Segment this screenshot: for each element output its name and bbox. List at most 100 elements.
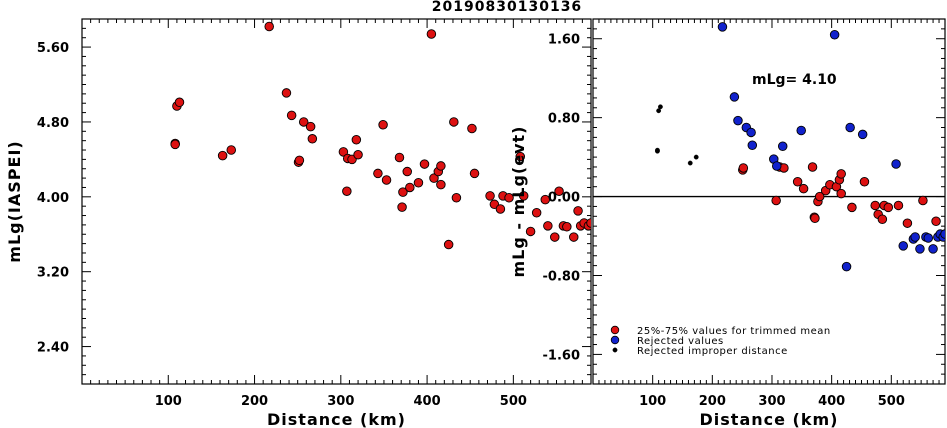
- rejected-point: [857, 129, 868, 140]
- plot-frame: [592, 18, 946, 385]
- rejected-point: [891, 159, 901, 169]
- legend-label: Rejected improper distance: [637, 346, 788, 357]
- data-point: [554, 186, 564, 196]
- rejected-point: [841, 261, 852, 272]
- data-point: [174, 97, 185, 108]
- rejected-point: [772, 161, 782, 171]
- rejected-point: [898, 241, 908, 251]
- data-point: [883, 202, 894, 213]
- data-point: [429, 173, 439, 183]
- legend-marker: [612, 347, 618, 353]
- data-point: [351, 134, 362, 145]
- data-point: [568, 232, 579, 242]
- legend-marker: [610, 325, 620, 335]
- rejected-point: [796, 125, 806, 136]
- x-tick-label: 200: [699, 394, 726, 409]
- improper-distance-point: [693, 154, 699, 160]
- data-point: [814, 191, 825, 202]
- rejected-point: [940, 229, 945, 239]
- data-point: [902, 218, 913, 228]
- data-point: [281, 88, 292, 98]
- x-tick-label: 100: [155, 394, 182, 409]
- rejected-point: [729, 92, 740, 102]
- data-point: [504, 193, 514, 203]
- data-point: [893, 200, 904, 211]
- data-point: [373, 168, 383, 179]
- rejected-point: [915, 244, 925, 254]
- x-tick-label: 100: [639, 394, 666, 409]
- data-point: [397, 202, 407, 212]
- y-tick-label: 2.40: [37, 341, 69, 356]
- data-point: [402, 166, 412, 177]
- y-axis-label: mLg - mLg(evt): [509, 126, 528, 278]
- data-point: [518, 191, 529, 201]
- data-point: [394, 152, 405, 163]
- x-axis-label: Distance (km): [267, 410, 406, 428]
- data-point: [807, 162, 818, 172]
- rejected-point: [733, 115, 743, 126]
- right-panel: 100 200 300 400 500 -1.60 -0.80 0.00 0.80 1.60 Dis…: [509, 18, 946, 428]
- y-tick-label: 4.00: [37, 191, 69, 206]
- data-point: [485, 191, 495, 201]
- x-tick-label: 200: [241, 394, 268, 409]
- data-point: [918, 195, 928, 206]
- data-point: [170, 139, 180, 150]
- data-point: [586, 218, 591, 228]
- data-point: [436, 161, 446, 171]
- data-point: [531, 207, 542, 218]
- markers: [170, 21, 591, 250]
- data-point: [562, 222, 572, 232]
- data-point: [469, 168, 480, 179]
- y-tick-label: 3.20: [37, 266, 69, 281]
- data-point: [573, 206, 583, 216]
- rejected-point: [829, 30, 840, 40]
- rejected-point: [845, 122, 855, 133]
- data-point: [836, 169, 846, 179]
- x-axis-label: Distance (km): [700, 410, 839, 428]
- data-point: [226, 145, 236, 155]
- x-tick-label: 400: [818, 394, 845, 409]
- y-tick-label: 5.60: [37, 41, 69, 56]
- rejected-point: [717, 22, 728, 32]
- magnitude-annotation: mLg= 4.10: [752, 72, 837, 88]
- data-point: [515, 151, 526, 162]
- data-point: [540, 194, 551, 205]
- y-tick-label: -0.80: [543, 269, 580, 284]
- figure-title: 20190830130136: [432, 0, 582, 15]
- data-point: [931, 216, 941, 226]
- data-point: [338, 147, 349, 157]
- rejected-point: [777, 141, 788, 152]
- x-tick-label: 400: [414, 394, 441, 409]
- data-point: [550, 232, 560, 242]
- data-point: [738, 163, 749, 173]
- x-tick-label: 300: [327, 394, 354, 409]
- y-tick-label: 4.80: [37, 116, 69, 131]
- legend-label: Rejected values: [637, 336, 724, 347]
- data-point: [543, 221, 553, 231]
- legend-marker: [610, 335, 620, 345]
- improper-distance-point: [658, 104, 663, 110]
- data-point: [495, 204, 506, 214]
- improper-distance-point: [655, 148, 660, 154]
- data-point: [286, 110, 297, 121]
- data-point: [836, 188, 846, 199]
- data-point: [798, 183, 809, 194]
- data-point: [353, 149, 363, 160]
- data-point: [810, 213, 820, 224]
- data-point: [419, 159, 430, 169]
- data-point: [451, 193, 462, 203]
- improper-distance-point: [656, 108, 662, 114]
- markers: [655, 22, 945, 272]
- improper-distance-point: [687, 160, 693, 166]
- y-tick-label: -1.60: [543, 348, 580, 363]
- rejected-point: [928, 244, 938, 254]
- data-point: [859, 177, 870, 187]
- y-tick-label: 0.80: [548, 112, 580, 127]
- rejected-point: [747, 140, 758, 151]
- left-panel: 100 200 300 400 500 2.40 3.20 4.00 4.80 5.60 Dista…: [5, 18, 592, 428]
- data-point: [426, 29, 437, 39]
- data-point: [771, 195, 781, 206]
- data-point: [298, 117, 309, 127]
- data-point: [264, 21, 274, 32]
